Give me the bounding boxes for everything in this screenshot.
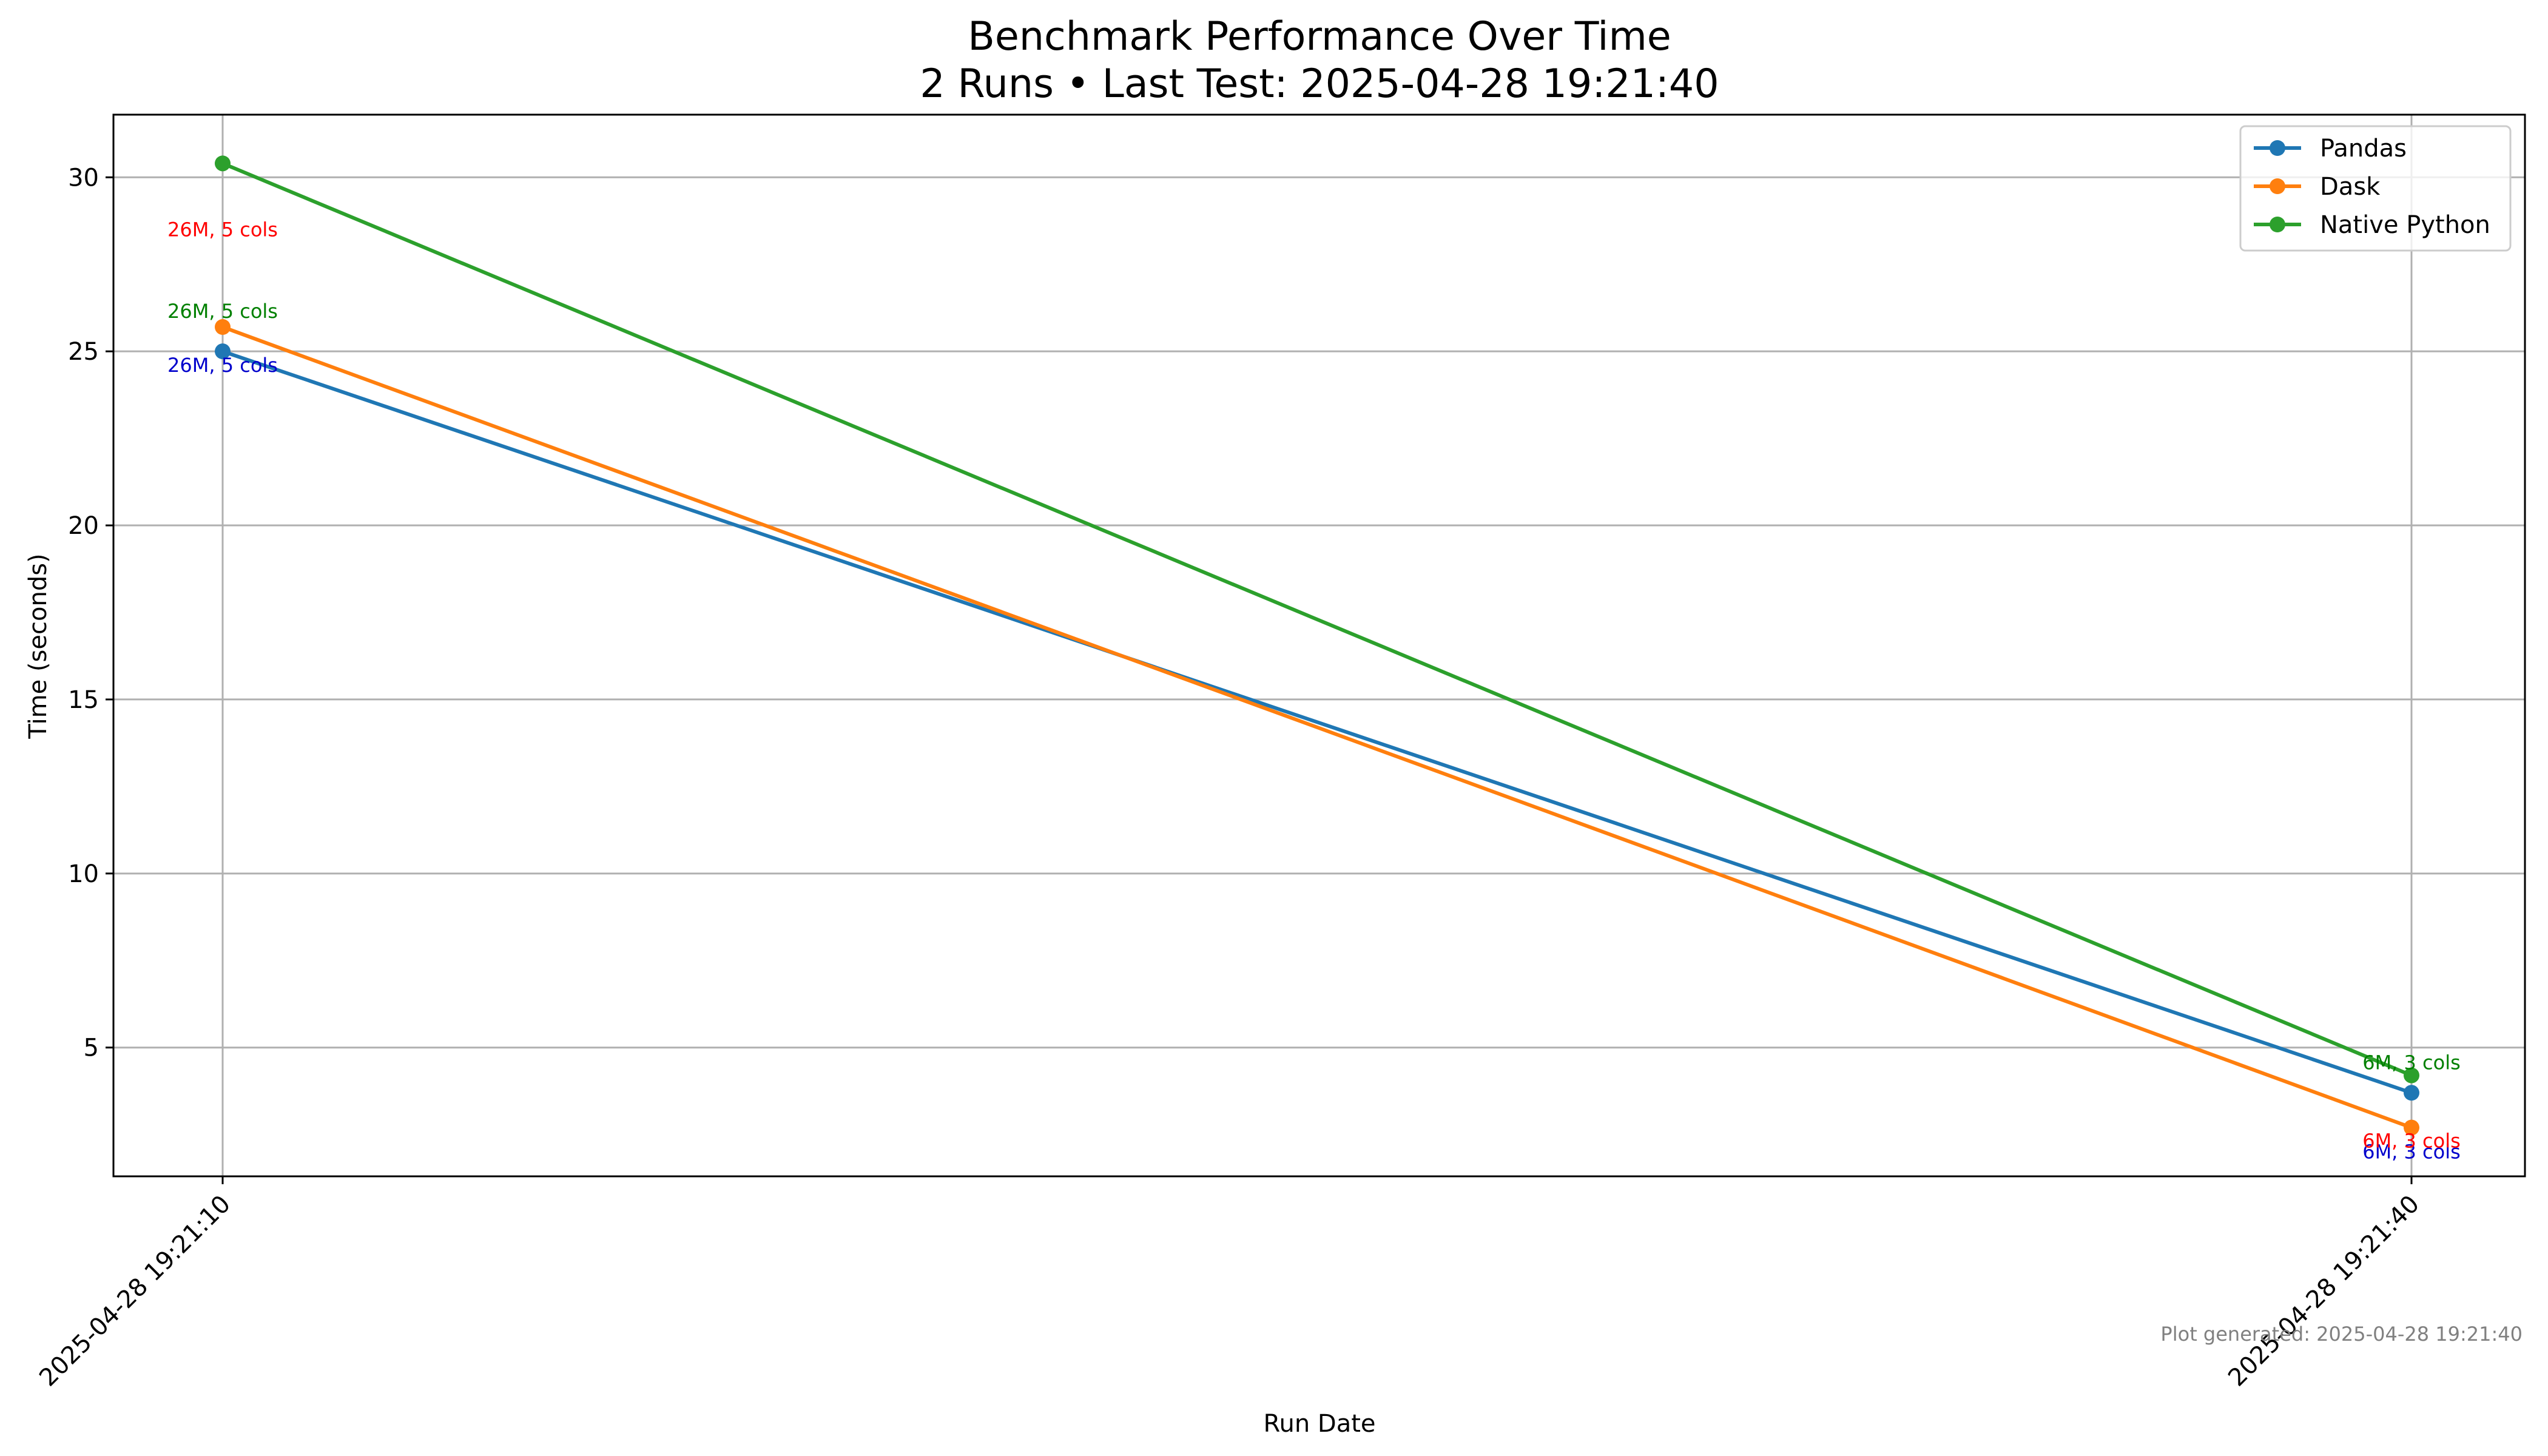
y-axis-label: Time (seconds) bbox=[24, 553, 52, 739]
legend: Pandas Dask Native Python bbox=[2239, 125, 2512, 252]
legend-label: Native Python bbox=[2320, 211, 2490, 239]
series-line bbox=[222, 349, 2412, 1095]
data-point bbox=[215, 155, 231, 172]
x-tick-label: 2025-04-28 19:21:10 bbox=[34, 1190, 236, 1392]
x-tick-label: 2025-04-28 19:21:40 bbox=[2223, 1190, 2425, 1392]
point-annotations: 26M, 5 cols 6M, 3 cols 26M, 5 cols 6M, 3 co… bbox=[167, 218, 2461, 1163]
y-tick-label: 25 bbox=[68, 338, 99, 366]
legend-box bbox=[2239, 125, 2512, 252]
chart-subtitle: 2 Runs • Last Test: 2025-04-28 19:21:40 bbox=[920, 61, 1719, 107]
data-annotation: 6M, 3 cols bbox=[2362, 1130, 2461, 1153]
legend-swatch-marker bbox=[2270, 178, 2285, 194]
data-annotation: 6M, 3 cols bbox=[2362, 1051, 2461, 1074]
y-tick-label: 15 bbox=[68, 686, 99, 714]
y-tick-label: 20 bbox=[68, 512, 99, 540]
footer-note: Plot generated: 2025-04-28 19:21:40 bbox=[2160, 1323, 2523, 1346]
axis-ticks: 5 10 15 20 25 30 2025-04-28 19:21:10 2025-04-28… bbox=[34, 164, 2425, 1392]
y-tick-label: 30 bbox=[68, 164, 99, 192]
data-point bbox=[2404, 1085, 2419, 1101]
legend-label: Pandas bbox=[2320, 135, 2407, 163]
legend-label: Dask bbox=[2320, 173, 2381, 201]
data-annotation: 26M, 5 cols bbox=[167, 354, 278, 377]
data-annotation: 26M, 5 cols bbox=[167, 300, 278, 323]
series-line bbox=[221, 325, 2413, 1130]
legend-swatch-marker bbox=[2270, 140, 2285, 156]
y-tick-label: 5 bbox=[84, 1034, 99, 1062]
data-annotation: 26M, 5 cols bbox=[167, 218, 278, 241]
data-point bbox=[215, 343, 231, 360]
series-line bbox=[221, 161, 2413, 1077]
y-tick-label: 10 bbox=[68, 860, 99, 888]
legend-swatch-marker bbox=[2270, 217, 2285, 232]
data-annotation: 6M, 3 cols bbox=[2362, 1140, 2461, 1163]
data-point bbox=[2404, 1067, 2419, 1084]
data-point bbox=[2404, 1119, 2419, 1136]
series-lines bbox=[215, 155, 2419, 1136]
data-point bbox=[215, 319, 231, 335]
chart-title: Benchmark Performance Over Time bbox=[968, 14, 1671, 59]
grid-lines bbox=[113, 115, 2525, 1176]
x-axis-label: Run Date bbox=[1263, 1410, 1375, 1438]
plot-frame bbox=[112, 113, 2526, 1178]
